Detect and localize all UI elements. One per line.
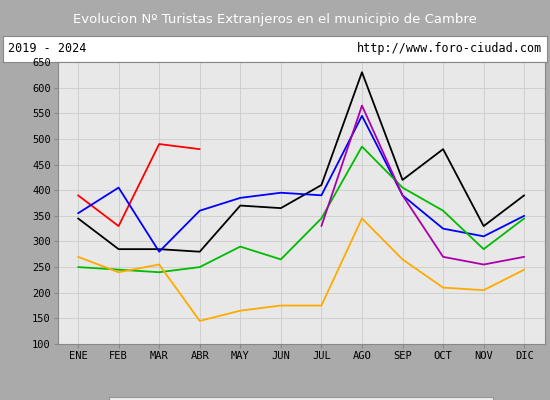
- Text: Evolucion Nº Turistas Extranjeros en el municipio de Cambre: Evolucion Nº Turistas Extranjeros en el …: [73, 12, 477, 26]
- Legend: 2024, 2023, 2022, 2021, 2020, 2019: 2024, 2023, 2022, 2021, 2020, 2019: [109, 398, 493, 400]
- Text: 2019 - 2024: 2019 - 2024: [8, 42, 86, 56]
- Text: http://www.foro-ciudad.com: http://www.foro-ciudad.com: [356, 42, 542, 56]
